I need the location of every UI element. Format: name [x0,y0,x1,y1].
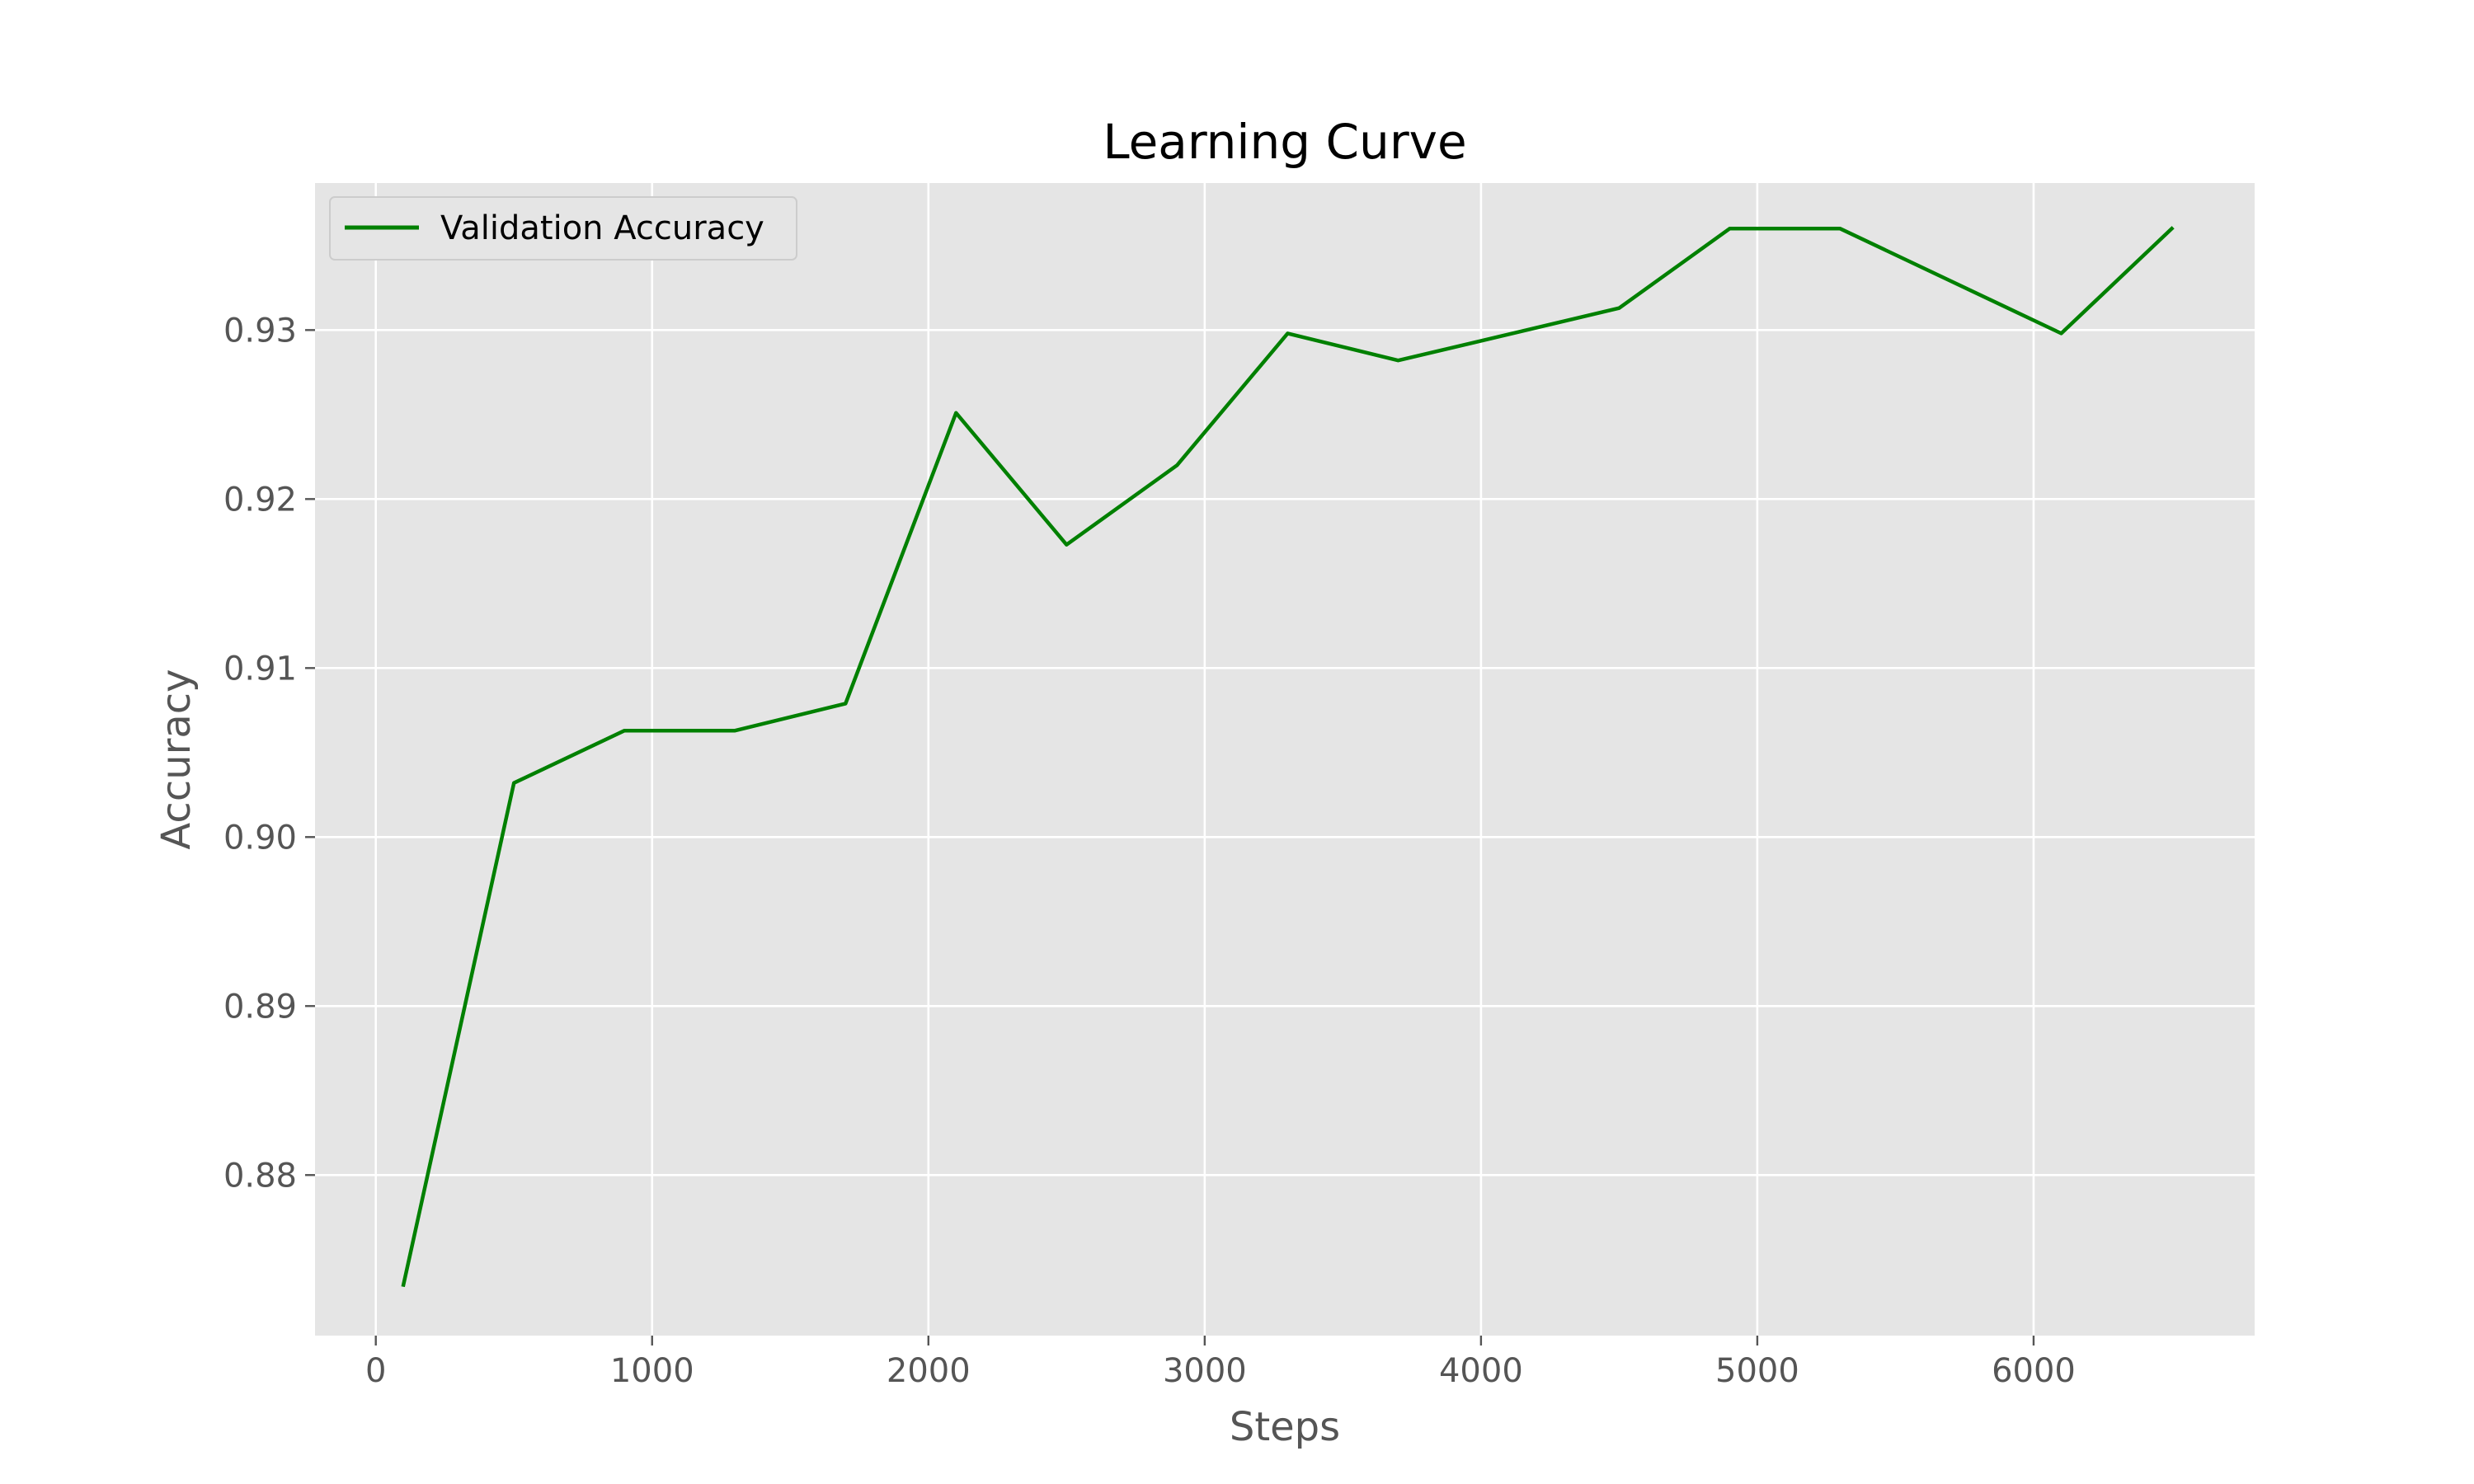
legend-label: Validation Accuracy [440,209,764,247]
x-tick-label: 0 [365,1352,386,1390]
y-tick-label: 0.88 [223,1157,297,1195]
y-tick-label: 0.90 [223,819,297,857]
series-line-validation-accuracy [401,226,2175,1288]
x-tick-label: 4000 [1439,1352,1523,1390]
legend-box [329,196,797,261]
legend: Validation Accuracy [329,196,797,261]
grid-lines [315,183,2255,1336]
x-tick-label: 5000 [1715,1352,1799,1390]
x-tick-label: 3000 [1163,1352,1247,1390]
x-tick-label: 1000 [610,1352,694,1390]
plot-area [315,183,2255,1336]
x-tick-label: 6000 [1992,1352,2076,1390]
y-axis-title: Accuracy [153,669,200,849]
y-tick-label: 0.92 [223,481,297,519]
x-axis-ticks: 0 1000 2000 3000 4000 5000 6000 [365,1336,2076,1390]
y-tick-label: 0.91 [223,650,297,688]
y-tick-label: 0.89 [223,988,297,1026]
x-axis-title: Steps [1230,1404,1340,1450]
y-tick-label: 0.93 [223,312,297,350]
y-axis-ticks: 0.88 0.89 0.90 0.91 0.92 0.93 [223,312,315,1195]
series-lines [401,226,2175,1288]
x-tick-label: 2000 [887,1352,971,1390]
chart-title: Learning Curve [1103,114,1466,170]
